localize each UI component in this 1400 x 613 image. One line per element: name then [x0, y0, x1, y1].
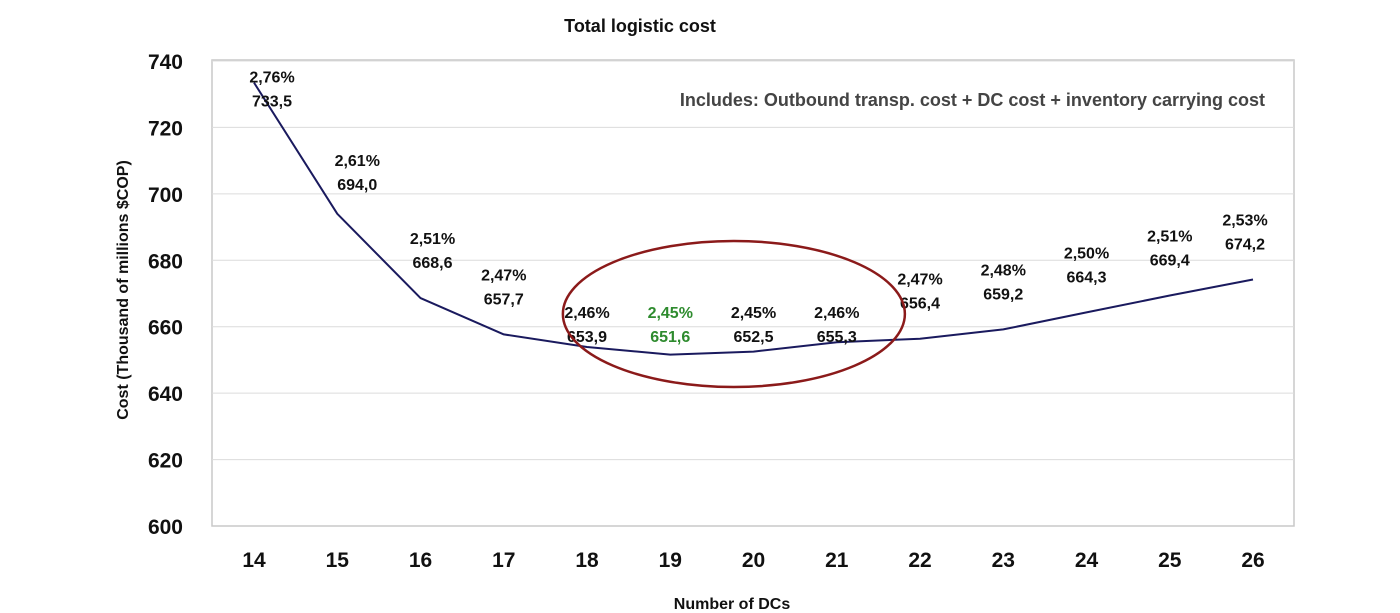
y-tick-label: 600 — [148, 516, 183, 539]
y-axis-label: Cost (Thousand of millions $COP) — [115, 160, 132, 420]
x-axis-label: Number of DCs — [674, 596, 791, 613]
y-tick-label: 700 — [148, 184, 183, 207]
x-tick-label: 21 — [825, 549, 849, 572]
data-label-value: 656,4 — [900, 296, 940, 313]
x-tick-label: 26 — [1241, 549, 1264, 572]
x-tick-label: 23 — [992, 549, 1015, 572]
data-label-percent: 2,50% — [1064, 245, 1109, 262]
data-label-value: 733,5 — [252, 94, 292, 111]
y-tick-labels: 600 620 640 660 680 700 720 740 — [148, 51, 183, 539]
y-tick-label: 720 — [148, 117, 183, 140]
x-tick-labels: 14 15 16 17 18 19 20 21 22 23 24 25 26 — [242, 549, 1264, 572]
data-label-percent: 2,48% — [981, 262, 1026, 279]
grid-lines — [212, 60, 1294, 461]
data-label-percent: 2,51% — [1147, 228, 1192, 245]
data-label-percent: 2,61% — [335, 153, 380, 170]
data-label-percent: 2,47% — [481, 267, 526, 284]
data-label-value: 664,3 — [1066, 269, 1106, 286]
data-label-percent: 2,53% — [1222, 213, 1267, 230]
data-label-value: 668,6 — [412, 255, 452, 272]
data-label-value: 652,5 — [733, 329, 773, 346]
series-line — [253, 82, 1254, 356]
y-tick-label: 640 — [148, 383, 183, 406]
highlight-layer — [561, 239, 907, 389]
data-label-percent: 2,47% — [897, 272, 942, 289]
data-label-value: 657,7 — [484, 291, 524, 308]
data-label-value: 655,3 — [817, 329, 857, 346]
x-tick-label: 25 — [1158, 549, 1182, 572]
data-label-value: 659,2 — [983, 286, 1023, 303]
x-tick-label: 24 — [1075, 549, 1099, 572]
data-label-percent: 2,45% — [731, 305, 776, 322]
x-tick-label: 20 — [742, 549, 765, 572]
y-tick-label: 680 — [148, 250, 183, 273]
y-tick-label: 660 — [148, 317, 183, 340]
y-tick-label: 740 — [148, 51, 183, 74]
data-label-value: 674,2 — [1225, 237, 1265, 254]
x-tick-label: 17 — [492, 549, 515, 572]
data-label-value: 694,0 — [337, 177, 377, 194]
y-tick-label: 620 — [148, 450, 183, 473]
x-tick-label: 15 — [326, 549, 350, 572]
x-tick-label: 14 — [242, 549, 266, 572]
series-layer — [253, 82, 1254, 356]
data-label-percent: 2,46% — [814, 305, 859, 322]
data-label-percent: 2,45% — [648, 305, 693, 322]
data-label-percent: 2,46% — [564, 305, 609, 322]
x-tick-label: 22 — [908, 549, 931, 572]
x-tick-label: 16 — [409, 549, 432, 572]
data-label-value: 669,4 — [1150, 252, 1190, 269]
data-label-percent: 2,76% — [249, 70, 294, 87]
x-tick-label: 19 — [659, 549, 682, 572]
plot-frame — [211, 59, 1295, 527]
x-tick-label: 18 — [575, 549, 599, 572]
data-labels: 2,76% 733,5 2,61% 694,0 2,51% 668,6 2,47% 657,7… — [249, 70, 1267, 346]
chart-title: Total logistic cost — [564, 16, 716, 36]
data-label-value: 651,6 — [650, 329, 690, 346]
highlight-ellipse — [561, 239, 907, 389]
chart-annotation: Includes: Outbound transp. cost + DC cos… — [680, 90, 1265, 110]
data-label-percent: 2,51% — [410, 231, 455, 248]
